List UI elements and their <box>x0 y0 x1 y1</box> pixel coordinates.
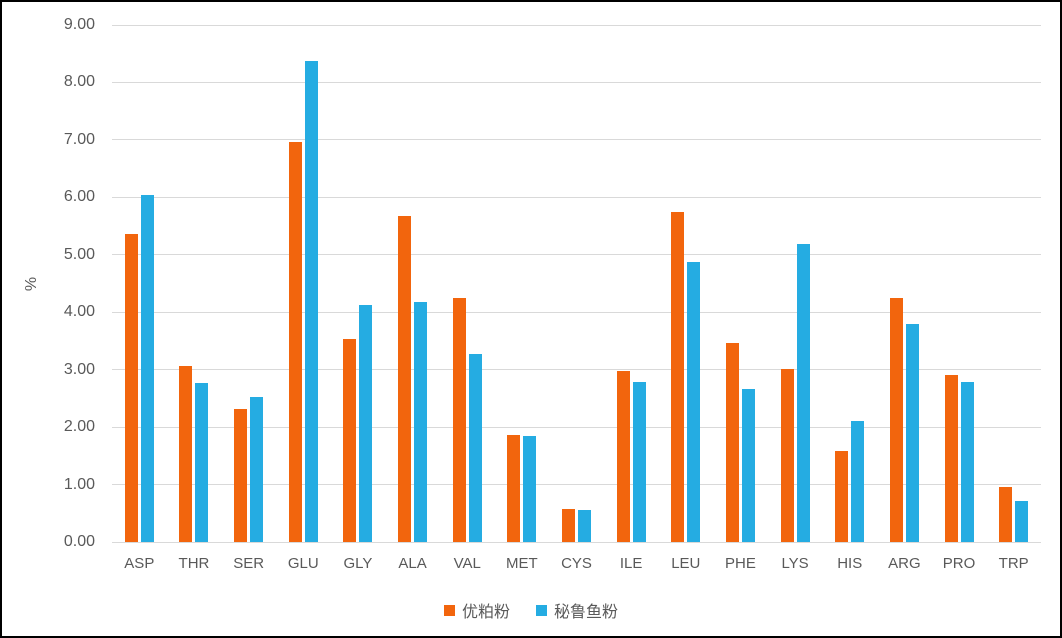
bar-ser-series0 <box>234 409 248 542</box>
x-tick-label: HIS <box>837 555 863 572</box>
bar-trp-series1 <box>1015 501 1029 542</box>
x-tick-label: PRO <box>942 555 976 572</box>
gridline <box>112 484 1041 486</box>
bar-arg-series0 <box>889 298 903 542</box>
x-tick-label: SER <box>233 555 265 572</box>
x-tick-label: ASP <box>124 555 155 572</box>
legend-swatch-blue <box>536 604 547 616</box>
bar-trp-series0 <box>999 487 1013 542</box>
x-tick-label: VAL <box>453 555 481 572</box>
legend-item-series-1: 秘鲁鱼粉 <box>536 598 618 622</box>
bar-thr-series0 <box>179 366 193 542</box>
gridline <box>112 369 1041 371</box>
gridline <box>112 24 1041 26</box>
bar-ile-series0 <box>616 371 630 542</box>
legend-label-series-0: 优粕粉 <box>461 604 510 621</box>
x-tick-label: THR <box>178 555 210 572</box>
gridline <box>112 139 1041 141</box>
bar-asp-series1 <box>140 195 154 542</box>
x-tick-label: ALA <box>398 555 427 572</box>
bar-his-series1 <box>851 421 865 542</box>
bar-ala-series0 <box>398 216 412 542</box>
x-tick-label: ARG <box>888 555 921 572</box>
bar-leu-series0 <box>671 212 685 542</box>
legend: 优粕粉 秘鲁鱼粉 <box>2 598 1060 622</box>
x-tick-label: PHE <box>725 555 756 572</box>
y-tick-label: 9.00 <box>63 16 95 33</box>
gridline <box>112 426 1041 428</box>
gridline <box>112 254 1041 256</box>
bar-ser-series1 <box>250 397 264 542</box>
y-tick-label: 5.00 <box>63 245 95 263</box>
bar-phe-series0 <box>725 343 739 542</box>
y-tick-label: 1.00 <box>63 475 95 493</box>
bar-cys-series0 <box>562 509 575 542</box>
bar-thr-series1 <box>195 383 209 542</box>
bar-lys-series1 <box>796 244 810 542</box>
bar-leu-series1 <box>687 262 701 542</box>
x-tick-label: GLY <box>343 555 373 572</box>
bar-pro-series1 <box>960 382 974 542</box>
bar-ala-series1 <box>414 302 428 542</box>
bar-glu-series1 <box>304 61 318 542</box>
bar-asp-series0 <box>124 234 138 542</box>
y-tick-label: 3.00 <box>63 360 95 378</box>
bar-lys-series0 <box>780 369 794 542</box>
gridline <box>112 196 1041 198</box>
gridline <box>112 81 1041 83</box>
gridline <box>112 311 1041 313</box>
y-tick-label: 2.00 <box>63 418 95 436</box>
y-axis-title: % <box>23 276 40 292</box>
x-tick-label: LEU <box>671 555 701 572</box>
y-tick-label: 6.00 <box>63 188 95 206</box>
bar-his-series0 <box>835 451 849 542</box>
legend-label-series-1: 秘鲁鱼粉 <box>554 604 619 621</box>
x-tick-label: TRP <box>998 555 1029 572</box>
bar-met-series1 <box>523 436 537 542</box>
bar-glu-series0 <box>288 142 302 542</box>
legend-swatch-orange <box>443 604 455 616</box>
x-tick-label: ILE <box>619 555 643 572</box>
legend-item-series-0: 优粕粉 <box>443 598 510 622</box>
bar-cys-series1 <box>578 510 591 542</box>
bar-met-series0 <box>507 435 521 542</box>
bar-ile-series1 <box>632 382 646 542</box>
y-tick-label: 0.00 <box>63 533 95 550</box>
bar-gly-series1 <box>359 305 373 542</box>
x-tick-label: CYS <box>561 555 592 572</box>
x-tick-label: MET <box>506 555 538 572</box>
y-tick-label: 8.00 <box>63 73 95 91</box>
bar-gly-series0 <box>343 339 357 542</box>
bar-phe-series1 <box>741 389 755 542</box>
bar-val-series0 <box>452 298 466 542</box>
bar-pro-series0 <box>944 375 958 542</box>
x-tick-label: GLU <box>287 555 319 572</box>
x-tick-label: LYS <box>781 555 809 572</box>
bar-arg-series1 <box>905 324 919 542</box>
y-tick-label: 4.00 <box>63 303 95 321</box>
gridline <box>112 541 1041 543</box>
y-tick-label: 7.00 <box>63 130 95 148</box>
bar-val-series1 <box>468 354 482 542</box>
